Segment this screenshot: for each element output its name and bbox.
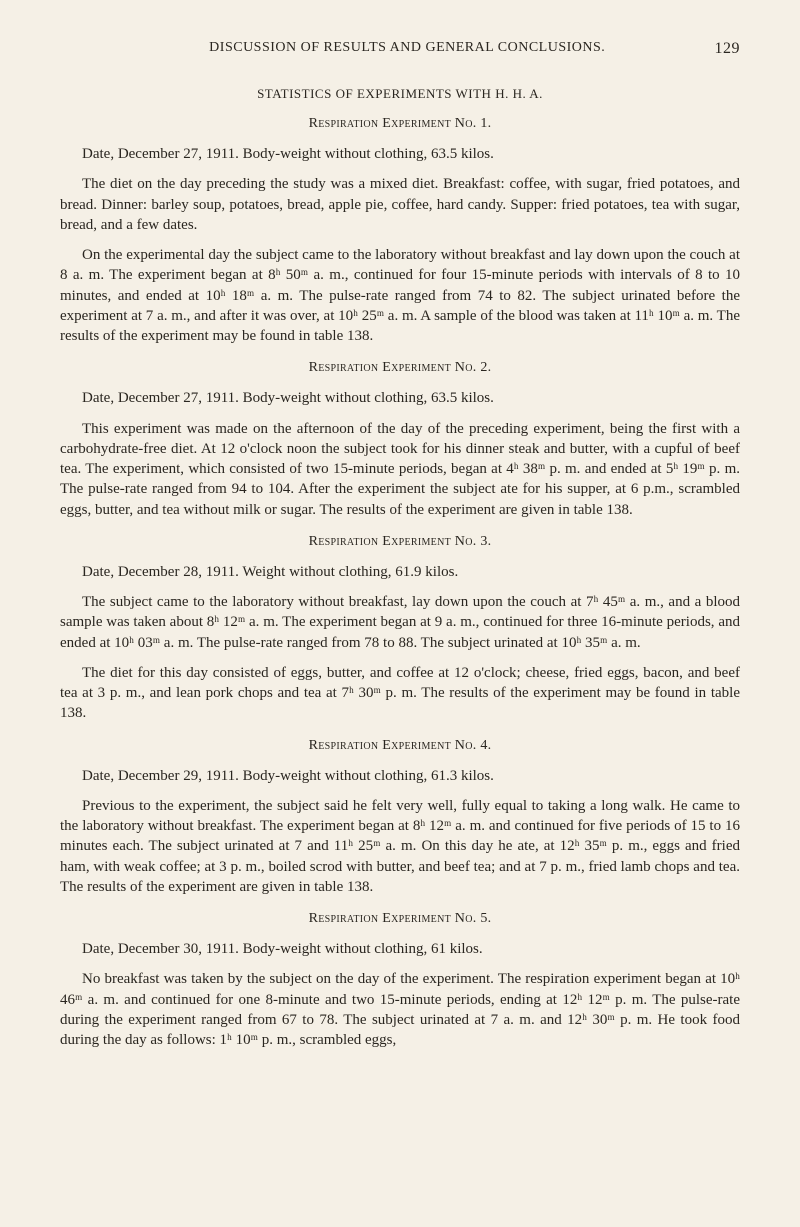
experiment-title: Respiration Experiment No. 2. [60, 360, 740, 376]
page-container: DISCUSSION OF RESULTS AND GENERAL CONCLU… [0, 0, 800, 1110]
body-paragraph: The subject came to the laboratory witho… [60, 592, 740, 653]
paragraph-text: Date, December 27, 1911. Body-weight wit… [82, 390, 494, 406]
body-paragraph: The diet on the day preceding the study … [60, 174, 740, 235]
paragraph-text: Previous to the experiment, the subject … [60, 798, 740, 895]
paragraph-text: On the experimental day the subject came… [60, 247, 740, 344]
body-paragraph: Date, December 30, 1911. Body-weight wit… [60, 939, 740, 959]
page-number: 129 [715, 40, 741, 58]
page-header: DISCUSSION OF RESULTS AND GENERAL CONCLU… [60, 40, 740, 58]
body-paragraph: Date, December 27, 1911. Body-weight wit… [60, 144, 740, 164]
body-paragraph: Date, December 28, 1911. Weight without … [60, 562, 740, 582]
experiment-title: Respiration Experiment No. 4. [60, 738, 740, 754]
experiment-title: Respiration Experiment No. 1. [60, 116, 740, 132]
section-title: STATISTICS OF EXPERIMENTS WITH H. H. A. [60, 86, 740, 102]
body-paragraph: Date, December 27, 1911. Body-weight wit… [60, 388, 740, 408]
body-paragraph: This experiment was made on the afternoo… [60, 419, 740, 520]
body-paragraph: The diet for this day consisted of eggs,… [60, 663, 740, 724]
body-paragraph: No breakfast was taken by the subject on… [60, 969, 740, 1050]
body-paragraph: On the experimental day the subject came… [60, 245, 740, 346]
paragraph-text: The subject came to the laboratory witho… [60, 594, 740, 651]
paragraph-text: No breakfast was taken by the subject on… [60, 971, 740, 1048]
paragraph-text: This experiment was made on the afternoo… [60, 421, 740, 518]
paragraph-text: Date, December 27, 1911. Body-weight wit… [82, 146, 494, 162]
paragraph-text: Date, December 28, 1911. Weight without … [82, 564, 458, 580]
running-title: DISCUSSION OF RESULTS AND GENERAL CONCLU… [100, 40, 715, 58]
paragraph-text: The diet on the day preceding the study … [60, 176, 740, 233]
body-paragraph: Date, December 29, 1911. Body-weight wit… [60, 766, 740, 786]
body-paragraph: Previous to the experiment, the subject … [60, 796, 740, 897]
experiments-container: Respiration Experiment No. 1. Date, Decem… [60, 116, 740, 1050]
experiment-title: Respiration Experiment No. 3. [60, 534, 740, 550]
experiment-title: Respiration Experiment No. 5. [60, 911, 740, 927]
paragraph-text: Date, December 30, 1911. Body-weight wit… [82, 941, 483, 957]
paragraph-text: Date, December 29, 1911. Body-weight wit… [82, 768, 494, 784]
paragraph-text: The diet for this day consisted of eggs,… [60, 665, 740, 722]
